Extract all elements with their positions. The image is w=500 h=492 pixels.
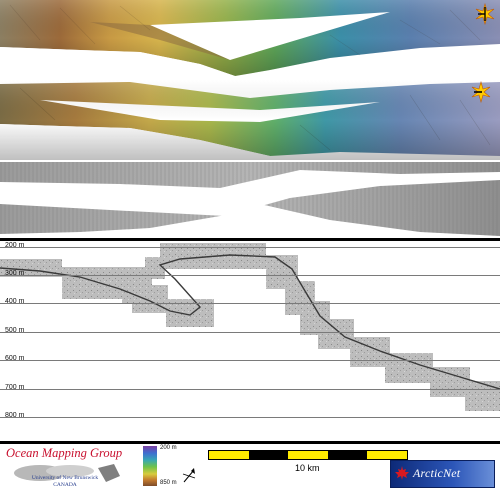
depth-gridline <box>0 360 500 361</box>
panel-divider <box>0 441 500 444</box>
bathymetry-panel-middle <box>0 80 500 160</box>
ocean-mapping-group-title: Ocean Mapping Group <box>6 446 123 460</box>
depth-label-500: 500 m <box>5 327 25 334</box>
depth-label-400: 400 m <box>5 298 25 305</box>
panel-divider <box>0 238 500 241</box>
arcticnet-logo: ArcticNet <box>390 460 495 488</box>
unb-credit: University of New Brunswick CANADA <box>30 475 100 489</box>
scale-bar <box>208 450 408 460</box>
bathymetry-panel-top <box>0 0 500 80</box>
colorbar-bottom-label: 850 m <box>160 480 177 486</box>
arcticnet-logo-text: ArcticNet <box>413 466 461 480</box>
sun-compass-icon <box>474 2 496 26</box>
depth-gridline <box>0 303 500 304</box>
depth-profile-panel: 200 m 300 m 400 m 500 m 600 m 700 m 800 … <box>0 241 500 442</box>
scale-bar-label: 10 km <box>295 463 320 473</box>
depth-gridline <box>0 275 500 276</box>
unb-line-2: CANADA <box>53 482 77 488</box>
north-arrow-icon <box>180 466 198 486</box>
maple-leaf-icon <box>395 466 409 480</box>
seafloor-trace <box>0 254 500 390</box>
seafloor-logo-image <box>10 462 122 484</box>
depth-label-300: 300 m <box>5 270 25 277</box>
depth-gridline <box>0 247 500 248</box>
depth-label-200: 200 m <box>5 242 25 249</box>
depth-label-700: 700 m <box>5 384 25 391</box>
unb-line-1: University of New Brunswick <box>31 475 99 481</box>
depth-colorbar <box>143 446 157 486</box>
depth-label-800: 800 m <box>5 412 25 419</box>
depth-label-600: 600 m <box>5 355 25 362</box>
colorbar-top-label: 200 m <box>160 445 177 451</box>
sun-compass-icon <box>470 80 492 104</box>
profile-tiles <box>0 243 500 411</box>
depth-gridline <box>0 389 500 390</box>
backscatter-panel <box>0 160 500 238</box>
depth-gridline <box>0 417 500 418</box>
depth-gridline <box>0 332 500 333</box>
